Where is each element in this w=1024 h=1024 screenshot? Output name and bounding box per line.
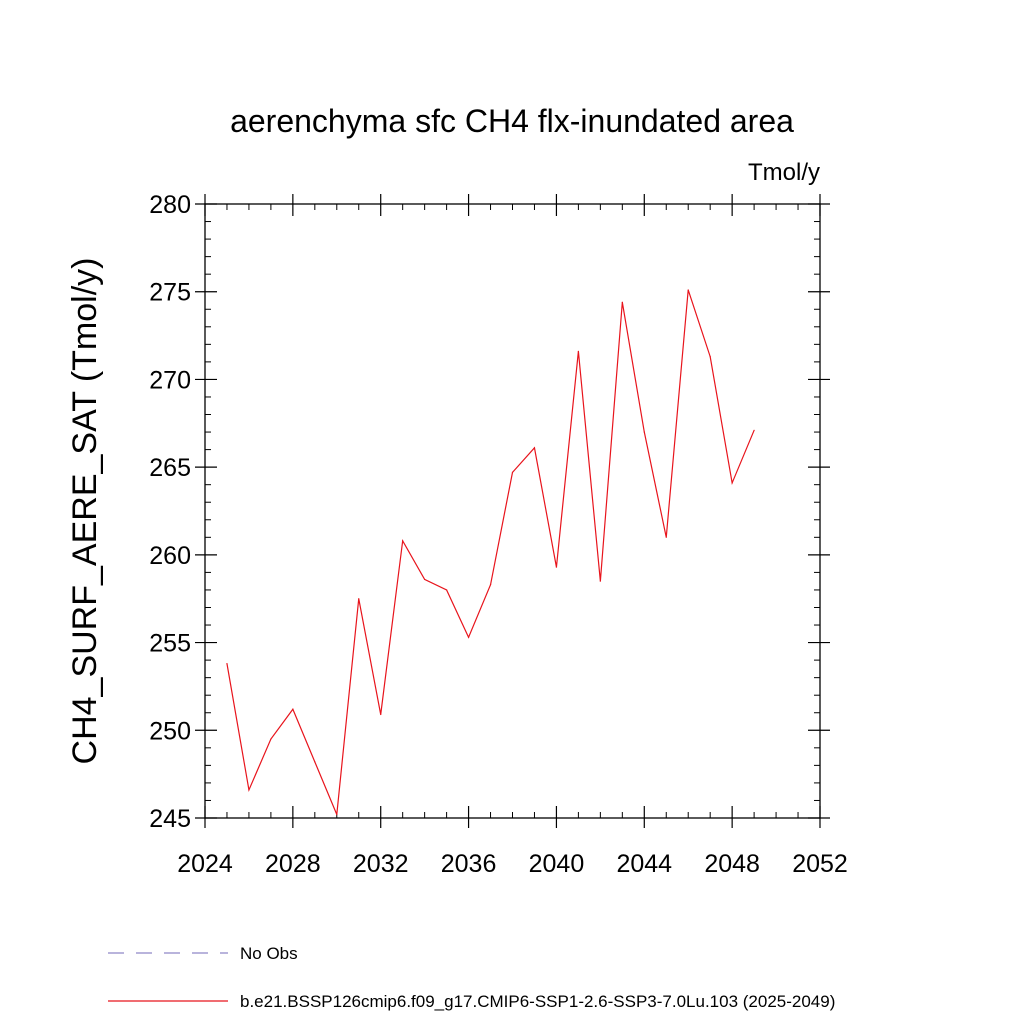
data-point (753, 429, 755, 431)
x-tick-label: 2044 (616, 850, 672, 878)
x-tick-label: 2048 (704, 850, 760, 878)
y-tick-label: 265 (149, 454, 191, 482)
data-point (511, 471, 514, 474)
plot-frame (204, 203, 821, 819)
y-tick-label: 250 (149, 717, 191, 745)
legend-label-model: b.e21.BSSP126cmip6.f09_g17.CMIP6-SSP1-2.… (240, 992, 835, 1011)
data-point (687, 289, 689, 291)
y-tick-label: 275 (149, 279, 191, 307)
x-tick-label: 2032 (353, 850, 409, 878)
data-point (533, 447, 536, 449)
data-point (577, 350, 579, 352)
data-point (555, 566, 558, 568)
data-point (292, 708, 294, 710)
x-tick-label: 2052 (792, 850, 848, 878)
data-point (489, 584, 492, 586)
series-layer (226, 289, 755, 816)
minor-ticks (205, 204, 820, 818)
y-tick-label: 255 (149, 630, 191, 658)
data-point (314, 761, 316, 763)
data-point (380, 713, 382, 716)
data-point (599, 580, 601, 582)
legend: No Obs b.e21.BSSP126cmip6.f09_g17.CMIP6-… (108, 944, 835, 1011)
major-ticks (195, 194, 830, 828)
data-point (731, 482, 733, 484)
series-line (226, 289, 755, 815)
data-point (467, 636, 470, 638)
data-point (402, 540, 404, 542)
data-point (621, 301, 623, 303)
data-point (709, 356, 711, 358)
x-tick-labels: 2024 2028 2032 2036 2040 2044 2048 2052 (177, 850, 848, 878)
y-tick-label: 260 (149, 542, 191, 570)
x-tick-label: 2028 (265, 850, 321, 878)
data-point (643, 431, 645, 433)
data-point (446, 589, 448, 591)
legend-label-no-obs: No Obs (240, 944, 298, 963)
y-tick-label: 245 (149, 805, 191, 833)
units-label: Tmol/y (748, 159, 820, 186)
data-point (665, 536, 667, 538)
y-axis-label: CH4_SURF_AERE_SAT (Tmol/y) (66, 258, 104, 765)
data-point (358, 598, 360, 600)
data-point (336, 813, 338, 816)
y-tick-label: 270 (149, 366, 191, 394)
y-tick-label: 280 (149, 191, 191, 219)
x-tick-label: 2040 (529, 850, 585, 878)
data-point (270, 738, 272, 740)
data-point (424, 578, 426, 581)
data-point (226, 663, 228, 665)
y-tick-labels: 245 250 255 260 265 270 275 280 (149, 191, 191, 833)
x-tick-label: 2036 (441, 850, 497, 878)
x-tick-label: 2024 (177, 850, 233, 878)
chart-title: aerenchyma sfc CH4 flx-inundated area (230, 103, 794, 139)
data-point (248, 789, 250, 791)
